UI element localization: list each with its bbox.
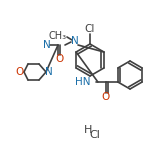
- Text: N: N: [45, 67, 53, 77]
- Text: O: O: [102, 92, 110, 102]
- Text: N: N: [43, 40, 51, 50]
- Text: Cl: Cl: [90, 130, 100, 140]
- Text: Cl: Cl: [85, 24, 95, 34]
- Text: N: N: [71, 36, 79, 46]
- Text: HN: HN: [75, 77, 91, 87]
- Text: O: O: [16, 67, 24, 77]
- Text: H: H: [84, 125, 92, 135]
- Text: CH₃: CH₃: [49, 31, 67, 41]
- Text: O: O: [55, 54, 63, 64]
